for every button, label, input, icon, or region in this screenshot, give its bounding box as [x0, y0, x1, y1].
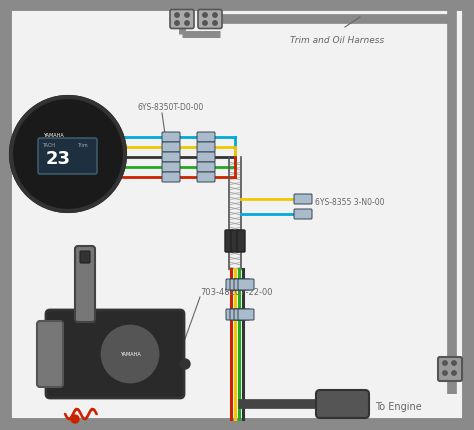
- FancyBboxPatch shape: [162, 163, 180, 172]
- Circle shape: [185, 22, 189, 26]
- Circle shape: [13, 100, 123, 209]
- FancyBboxPatch shape: [237, 230, 245, 252]
- FancyBboxPatch shape: [225, 230, 233, 252]
- Circle shape: [102, 326, 158, 382]
- Text: 23: 23: [46, 150, 71, 168]
- FancyBboxPatch shape: [162, 172, 180, 183]
- FancyBboxPatch shape: [197, 163, 215, 172]
- FancyBboxPatch shape: [162, 153, 180, 163]
- FancyBboxPatch shape: [294, 194, 312, 205]
- FancyBboxPatch shape: [230, 280, 246, 290]
- Circle shape: [443, 371, 447, 375]
- Circle shape: [452, 371, 456, 375]
- FancyBboxPatch shape: [80, 252, 90, 264]
- FancyBboxPatch shape: [197, 153, 215, 163]
- Circle shape: [203, 22, 207, 26]
- Text: TACH: TACH: [42, 143, 55, 147]
- Circle shape: [175, 14, 179, 18]
- Text: To Engine: To Engine: [375, 401, 422, 411]
- FancyBboxPatch shape: [238, 280, 254, 290]
- Text: 6YS-8350T-D0-00: 6YS-8350T-D0-00: [138, 103, 204, 112]
- Circle shape: [180, 359, 190, 369]
- FancyBboxPatch shape: [231, 230, 239, 252]
- FancyBboxPatch shape: [197, 133, 215, 143]
- FancyBboxPatch shape: [197, 143, 215, 153]
- Circle shape: [452, 361, 456, 366]
- FancyBboxPatch shape: [238, 309, 254, 320]
- FancyBboxPatch shape: [294, 209, 312, 219]
- FancyBboxPatch shape: [198, 10, 222, 29]
- FancyBboxPatch shape: [75, 246, 95, 322]
- Circle shape: [9, 96, 127, 214]
- FancyBboxPatch shape: [234, 280, 250, 290]
- Circle shape: [443, 361, 447, 366]
- FancyBboxPatch shape: [38, 139, 97, 175]
- FancyBboxPatch shape: [46, 310, 184, 398]
- FancyBboxPatch shape: [316, 390, 369, 418]
- Circle shape: [213, 14, 217, 18]
- Circle shape: [203, 14, 207, 18]
- Circle shape: [71, 415, 79, 423]
- Circle shape: [213, 22, 217, 26]
- Text: Trim and Oil Harness: Trim and Oil Harness: [290, 35, 384, 44]
- FancyBboxPatch shape: [226, 309, 242, 320]
- FancyBboxPatch shape: [197, 172, 215, 183]
- FancyBboxPatch shape: [438, 357, 462, 381]
- Text: 6YS-8355 3-N0-00: 6YS-8355 3-N0-00: [315, 197, 384, 206]
- Circle shape: [185, 14, 189, 18]
- Circle shape: [175, 22, 179, 26]
- Text: YAMAHA: YAMAHA: [119, 352, 140, 356]
- FancyBboxPatch shape: [162, 133, 180, 143]
- FancyBboxPatch shape: [230, 309, 246, 320]
- FancyBboxPatch shape: [170, 10, 194, 29]
- Text: Trim: Trim: [77, 143, 88, 147]
- FancyBboxPatch shape: [37, 321, 63, 387]
- FancyBboxPatch shape: [162, 143, 180, 153]
- FancyBboxPatch shape: [234, 309, 250, 320]
- Text: 703-48207-22-00: 703-48207-22-00: [200, 287, 273, 296]
- FancyBboxPatch shape: [226, 280, 242, 290]
- Text: YAMAHA: YAMAHA: [43, 133, 64, 138]
